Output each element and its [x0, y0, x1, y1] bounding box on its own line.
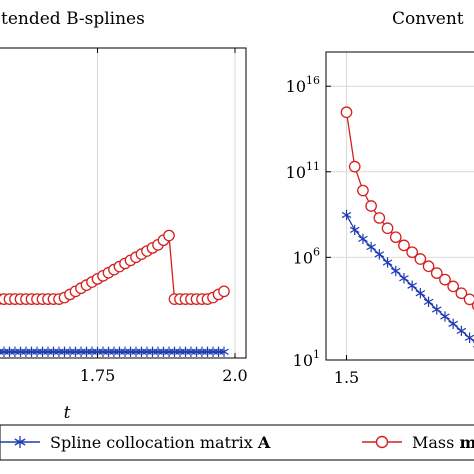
- panel-2-frame: [325, 51, 474, 361]
- data-point: [455, 287, 468, 300]
- data-point: [463, 293, 474, 306]
- legend: Spline collocation matrix A Mass m: [0, 424, 474, 461]
- panel-1-title: tended B-splines: [1, 9, 145, 29]
- data-point: [357, 184, 369, 197]
- data-point: [415, 288, 426, 299]
- legend-label-mass: Mass m: [412, 433, 474, 452]
- data-point: [389, 231, 402, 244]
- y-tick-label: 1011: [286, 160, 320, 182]
- x-tick-label: 1.5: [334, 368, 359, 387]
- y-tick-label: 1016: [286, 74, 320, 96]
- panel-2-series: [340, 106, 474, 348]
- data-point: [398, 239, 410, 252]
- panel-2-grid: [326, 52, 474, 361]
- panel-1-plot: 1.75 2.0: [0, 47, 248, 385]
- data-point: [456, 325, 467, 337]
- data-point: [381, 222, 394, 235]
- data-point: [447, 280, 460, 293]
- data-point: [430, 267, 443, 279]
- legend-item-spline: Spline collocation matrix A: [0, 433, 271, 452]
- x-tick-label: 1.75: [80, 366, 116, 385]
- panel-1-grid: [97, 48, 236, 358]
- data-point: [422, 260, 435, 273]
- x-tick-label: 2.0: [222, 366, 247, 385]
- data-point: [163, 229, 175, 242]
- data-point: [440, 311, 450, 322]
- data-point: [390, 265, 401, 277]
- data-point: [348, 160, 361, 173]
- panel-2-plot: 1.5 101 106 1011 1016: [286, 51, 474, 387]
- data-point: [358, 233, 368, 245]
- panel-2-title: Convent: [392, 9, 464, 29]
- data-point: [366, 241, 376, 253]
- data-point: [373, 212, 386, 224]
- data-point: [439, 273, 451, 286]
- data-point: [399, 273, 409, 284]
- data-point: [414, 253, 427, 265]
- data-point: [341, 209, 352, 221]
- data-point: [349, 224, 360, 236]
- data-point: [407, 280, 417, 291]
- data-point: [340, 106, 353, 119]
- data-point: [406, 246, 419, 259]
- circle-marker-icon: [375, 435, 389, 449]
- y-tick-label: 106: [293, 245, 320, 267]
- data-point: [423, 296, 434, 308]
- panel-2-ticks: 1.5 101 106 1011 1016: [286, 74, 360, 387]
- legend-label-spline: Spline collocation matrix A: [50, 433, 271, 452]
- data-point: [219, 346, 229, 357]
- data-point: [365, 200, 377, 212]
- panel-1-series: [0, 229, 230, 357]
- data-point: [382, 257, 393, 268]
- data-point: [218, 285, 230, 298]
- panel-1-frame: [0, 47, 247, 359]
- data-point: [464, 332, 474, 343]
- panel-1-xlabel: t: [64, 403, 71, 423]
- data-point: [431, 304, 442, 315]
- legend-item-mass: Mass m: [362, 433, 474, 452]
- panel-1-ticks: 1.75 2.0: [80, 48, 248, 385]
- legend-frame: [0, 424, 474, 461]
- star-marker-icon: [14, 436, 26, 448]
- data-point: [374, 249, 385, 260]
- y-tick-label: 101: [293, 348, 320, 370]
- data-point: [448, 318, 458, 330]
